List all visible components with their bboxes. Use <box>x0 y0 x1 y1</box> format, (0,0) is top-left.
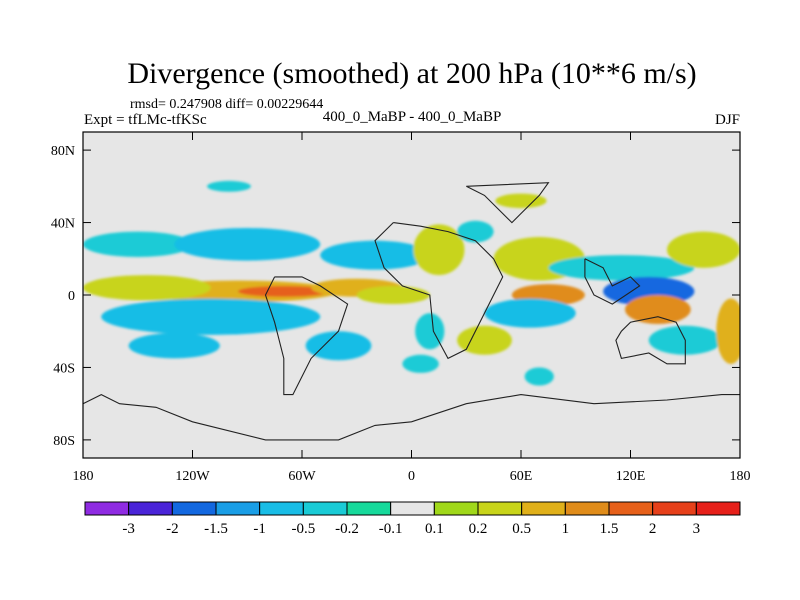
colorbar: -3 -2 -1.5 -1 -0.5 -0.2 -0.1 0.1 0.2 0.5 1 1.5 2 3 <box>84 501 741 537</box>
field-contour-12 <box>413 224 465 276</box>
lon-tick-label-0: 180 <box>73 469 94 484</box>
field-contour-24 <box>524 367 554 386</box>
coastline-segment-3 <box>615 316 686 365</box>
colorbar-label-4: -0.5 <box>291 521 315 537</box>
field-contour-10 <box>305 331 372 361</box>
lon-tick-label-2: 60W <box>288 469 316 484</box>
colorbar-swatch-3 <box>215 501 261 516</box>
coastline-segment-0 <box>83 393 740 441</box>
coastline-segment-4 <box>584 258 641 305</box>
colorbar-label-3: -1 <box>253 521 266 537</box>
field-contour-9 <box>320 240 430 270</box>
coastline-segment-1 <box>374 222 504 360</box>
lon-tick-label-5: 120E <box>616 469 646 484</box>
experiment-label: Expt = tfLMc-tfKSc <box>84 112 207 128</box>
map-panel: 80N 40N 0 40S 80S 180 120W 60W 0 60E 120E 180 <box>51 131 751 484</box>
colorbar-swatch-2 <box>171 501 217 516</box>
coastline-segment-5 <box>466 182 550 224</box>
lat-tick-label-2: 0 <box>68 289 75 304</box>
colorbar-swatch-6 <box>346 501 392 516</box>
stats-label: rmsd= 0.247908 diff= 0.00229644 <box>130 97 323 112</box>
field-contour-7 <box>174 227 321 261</box>
colorbar-swatch-9 <box>477 501 523 516</box>
lat-tick-label-1: 40N <box>51 217 75 232</box>
colorbar-swatch-0 <box>84 501 130 516</box>
colorbar-label-13: 3 <box>693 521 701 537</box>
field-contour-1 <box>238 285 330 297</box>
divergence-field <box>83 180 740 386</box>
colorbar-label-2: -1.5 <box>204 521 228 537</box>
field-contour-22 <box>667 231 740 268</box>
field-contour-5 <box>101 298 321 335</box>
field-contour-25 <box>207 180 251 192</box>
latitude-axis: 80N 40N 0 40S 80S <box>51 144 740 449</box>
colorbar-swatch-13 <box>652 501 697 516</box>
field-contour-18 <box>484 298 576 328</box>
season-label: DJF <box>715 112 740 128</box>
longitude-axis: 180 120W 60W 0 60E 120E 180 <box>73 132 751 484</box>
field-contour-21 <box>625 295 691 324</box>
field-contour-3 <box>83 275 211 301</box>
colorbar-label-11: 1.5 <box>600 521 619 537</box>
lon-tick-label-6: 180 <box>730 469 751 484</box>
colorbar-swatch-12 <box>608 501 654 516</box>
colorbar-label-10: 1 <box>562 521 570 537</box>
colorbar-label-6: -0.1 <box>379 521 403 537</box>
colorbar-label-9: 0.5 <box>512 521 531 537</box>
field-contour-26 <box>495 193 547 209</box>
colorbar-label-12: 2 <box>649 521 657 537</box>
lon-tick-label-4: 60E <box>510 469 533 484</box>
coastline-layer <box>83 182 740 441</box>
lat-tick-label-0: 80N <box>51 144 75 159</box>
field-contour-27 <box>716 298 740 364</box>
colorbar-label-0: -3 <box>122 521 135 537</box>
field-contour-13 <box>457 325 512 355</box>
colorbar-label-7: 0.1 <box>425 521 444 537</box>
colorbar-swatch-1 <box>128 501 173 516</box>
lon-tick-label-1: 120W <box>175 469 210 484</box>
colorbar-label-8: 0.2 <box>469 521 488 537</box>
field-contour-11 <box>402 354 439 373</box>
field-contour-4 <box>356 285 430 305</box>
colorbar-label-1: -2 <box>166 521 179 537</box>
colorbar-swatch-4 <box>259 501 304 516</box>
figure-title: Divergence (smoothed) at 200 hPa (10**6 … <box>127 57 696 90</box>
field-contour-14 <box>415 313 445 350</box>
comparison-label: 400_0_MaBP - 400_0_MaBP <box>323 109 502 125</box>
colorbar-swatch-8 <box>433 501 479 516</box>
colorbar-swatch-5 <box>302 501 348 516</box>
lon-tick-label-3: 0 <box>408 469 415 484</box>
lat-tick-label-3: 40S <box>53 361 75 376</box>
colorbar-label-5: -0.2 <box>335 521 359 537</box>
colorbar-swatch-7 <box>390 501 435 516</box>
field-contour-15 <box>457 220 494 243</box>
field-contour-6 <box>83 231 193 257</box>
coastline-segment-2 <box>264 276 349 396</box>
lat-tick-label-4: 80S <box>53 434 75 449</box>
field-contour-8 <box>128 333 220 359</box>
colorbar-swatch-11 <box>564 501 610 516</box>
colorbar-swatch-10 <box>521 501 566 516</box>
colorbar-swatch-14 <box>695 501 741 516</box>
